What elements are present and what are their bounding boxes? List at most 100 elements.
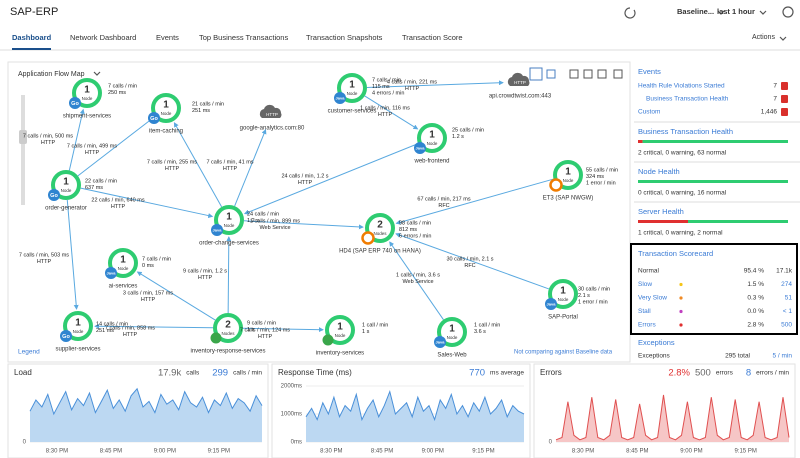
scorecard-count: < 1 bbox=[783, 308, 793, 315]
help-icon[interactable] bbox=[782, 6, 794, 18]
toolbar-button[interactable] bbox=[569, 69, 579, 79]
section-title[interactable]: Node Health bbox=[638, 167, 680, 176]
tech-badge-label: Java bbox=[547, 302, 557, 307]
connection bbox=[94, 323, 214, 329]
node-count: 1 bbox=[337, 322, 343, 333]
exceptions-total: 295 total bbox=[725, 353, 750, 360]
node-label[interactable]: supplier-services bbox=[55, 347, 100, 353]
scorecard-percent: 0.0 % bbox=[747, 308, 764, 315]
node-count: 2 bbox=[225, 320, 231, 331]
node-label[interactable]: customer-services bbox=[328, 109, 377, 115]
edge-metric: HTTP bbox=[298, 180, 313, 186]
edge-metric: 1 error / min bbox=[586, 180, 616, 186]
section-title[interactable]: Business Transaction Health bbox=[638, 127, 733, 136]
health-bar-segment bbox=[688, 220, 788, 223]
x-tick-label: 8:45 PM bbox=[626, 449, 648, 455]
actions-chevron[interactable] bbox=[779, 36, 787, 41]
node-ring[interactable] bbox=[63, 311, 93, 341]
tab[interactable]: Dashboard bbox=[12, 33, 52, 42]
scorecard-name[interactable]: Stall bbox=[638, 308, 651, 315]
node-label[interactable]: inventory-services bbox=[316, 351, 364, 357]
tab[interactable]: Transaction Score bbox=[402, 33, 463, 42]
x-tick-label: 8:45 PM bbox=[100, 449, 122, 455]
node-ring[interactable] bbox=[151, 93, 181, 123]
node-label[interactable]: web-frontend bbox=[413, 159, 449, 165]
edge-metric: 7 calls / min, 499 ms bbox=[67, 143, 117, 149]
tab[interactable]: Transaction Snapshots bbox=[306, 33, 383, 42]
connection bbox=[366, 80, 504, 88]
time-chevron[interactable] bbox=[759, 10, 767, 15]
zoom-slider bbox=[19, 95, 27, 205]
legend-link[interactable]: Legend bbox=[18, 349, 40, 356]
scorecard-count: 17.1k bbox=[776, 268, 793, 275]
tech-badge-label: Java bbox=[416, 146, 426, 151]
node-label[interactable]: item-caching bbox=[149, 129, 183, 135]
event-row[interactable]: Custom bbox=[638, 109, 660, 116]
node-label[interactable]: ET3 (SAP NWGW) bbox=[543, 196, 594, 202]
actions-menu[interactable]: Actions bbox=[752, 34, 775, 41]
node-ring[interactable] bbox=[325, 315, 355, 345]
node-count: 1 bbox=[84, 85, 90, 96]
series-line bbox=[29, 387, 263, 416]
node-label[interactable]: HD4 (SAP ERP 740 on HANA) bbox=[339, 249, 421, 255]
time-range-select[interactable]: last 1 hour bbox=[717, 7, 755, 16]
toolbar-button[interactable] bbox=[597, 69, 607, 79]
metric-stat: 770 bbox=[469, 368, 485, 379]
edge-metric: 4 calls / min, 221 ms bbox=[387, 79, 437, 85]
scorecard-name[interactable]: Very Slow bbox=[638, 295, 667, 302]
toolbar-button[interactable] bbox=[583, 69, 593, 79]
node-ring[interactable] bbox=[51, 170, 81, 200]
node-ring[interactable] bbox=[72, 78, 102, 108]
edge-metric: HTTP bbox=[141, 297, 156, 303]
toolbar-button[interactable] bbox=[613, 69, 623, 79]
baseline-select[interactable]: Baseline... bbox=[677, 7, 714, 16]
baseline-chevron[interactable] bbox=[717, 10, 725, 15]
connection bbox=[68, 108, 85, 171]
exceptions-rate: 5 / min bbox=[772, 353, 792, 360]
zoom-knob[interactable] bbox=[19, 130, 27, 144]
connection bbox=[243, 220, 364, 230]
node-count: 1 bbox=[565, 167, 571, 178]
toolbar-button[interactable] bbox=[529, 67, 543, 81]
node-ring[interactable] bbox=[213, 313, 243, 343]
toolbar-button[interactable] bbox=[546, 69, 556, 79]
scorecard-name: Normal bbox=[638, 268, 660, 275]
node-label[interactable]: ai-services bbox=[109, 284, 138, 290]
flow-map-chevron[interactable] bbox=[93, 71, 101, 76]
edge-metric: 22 calls / min bbox=[85, 178, 117, 184]
edge-metric: 637 ms bbox=[85, 185, 103, 191]
edge-metric: HTTP bbox=[41, 140, 56, 146]
node-ring[interactable] bbox=[437, 317, 467, 347]
node-label[interactable]: shipment-services bbox=[63, 114, 111, 120]
node-ring[interactable] bbox=[214, 205, 244, 235]
tab[interactable]: Events bbox=[156, 33, 179, 42]
node-label[interactable]: order-change-services bbox=[199, 241, 259, 247]
refresh-icon[interactable] bbox=[624, 7, 636, 19]
node-label[interactable]: Sales-Web bbox=[437, 353, 467, 359]
edge-metric: 7 calls / min, 500 ms bbox=[23, 133, 73, 139]
node-unit: Nodes bbox=[221, 331, 235, 336]
node-label[interactable]: SAP-Portal bbox=[548, 315, 578, 321]
node-ring[interactable] bbox=[548, 279, 578, 309]
tab[interactable]: Network Dashboard bbox=[70, 33, 136, 42]
flow-map-panel bbox=[7, 61, 631, 363]
node-label[interactable]: order-generator bbox=[45, 206, 87, 212]
node-ring[interactable] bbox=[417, 123, 447, 153]
event-row[interactable]: Health Rule Violations Started bbox=[638, 83, 725, 90]
node-ring[interactable] bbox=[337, 73, 367, 103]
exceptions-label: Exceptions bbox=[638, 353, 671, 360]
tech-badge bbox=[334, 92, 346, 104]
y-tick-label: 2000ms bbox=[281, 384, 302, 390]
edge-metric: 324 ms bbox=[586, 174, 604, 180]
scorecard-percent: 2.8 % bbox=[747, 322, 764, 329]
edge-metric: 7 calls / min, 255 ms bbox=[147, 159, 197, 165]
event-row[interactable]: Business Transaction Health bbox=[646, 96, 729, 103]
node-label[interactable]: inventory-response-services bbox=[190, 349, 265, 355]
x-tick-label: 8:30 PM bbox=[572, 449, 594, 455]
tech-badge bbox=[211, 224, 223, 236]
scorecard-name[interactable]: Slow bbox=[638, 281, 652, 288]
scorecard-name[interactable]: Errors bbox=[638, 322, 656, 329]
node-ring[interactable] bbox=[108, 248, 138, 278]
tab[interactable]: Top Business Transactions bbox=[199, 33, 288, 42]
section-title[interactable]: Server Health bbox=[638, 207, 684, 216]
